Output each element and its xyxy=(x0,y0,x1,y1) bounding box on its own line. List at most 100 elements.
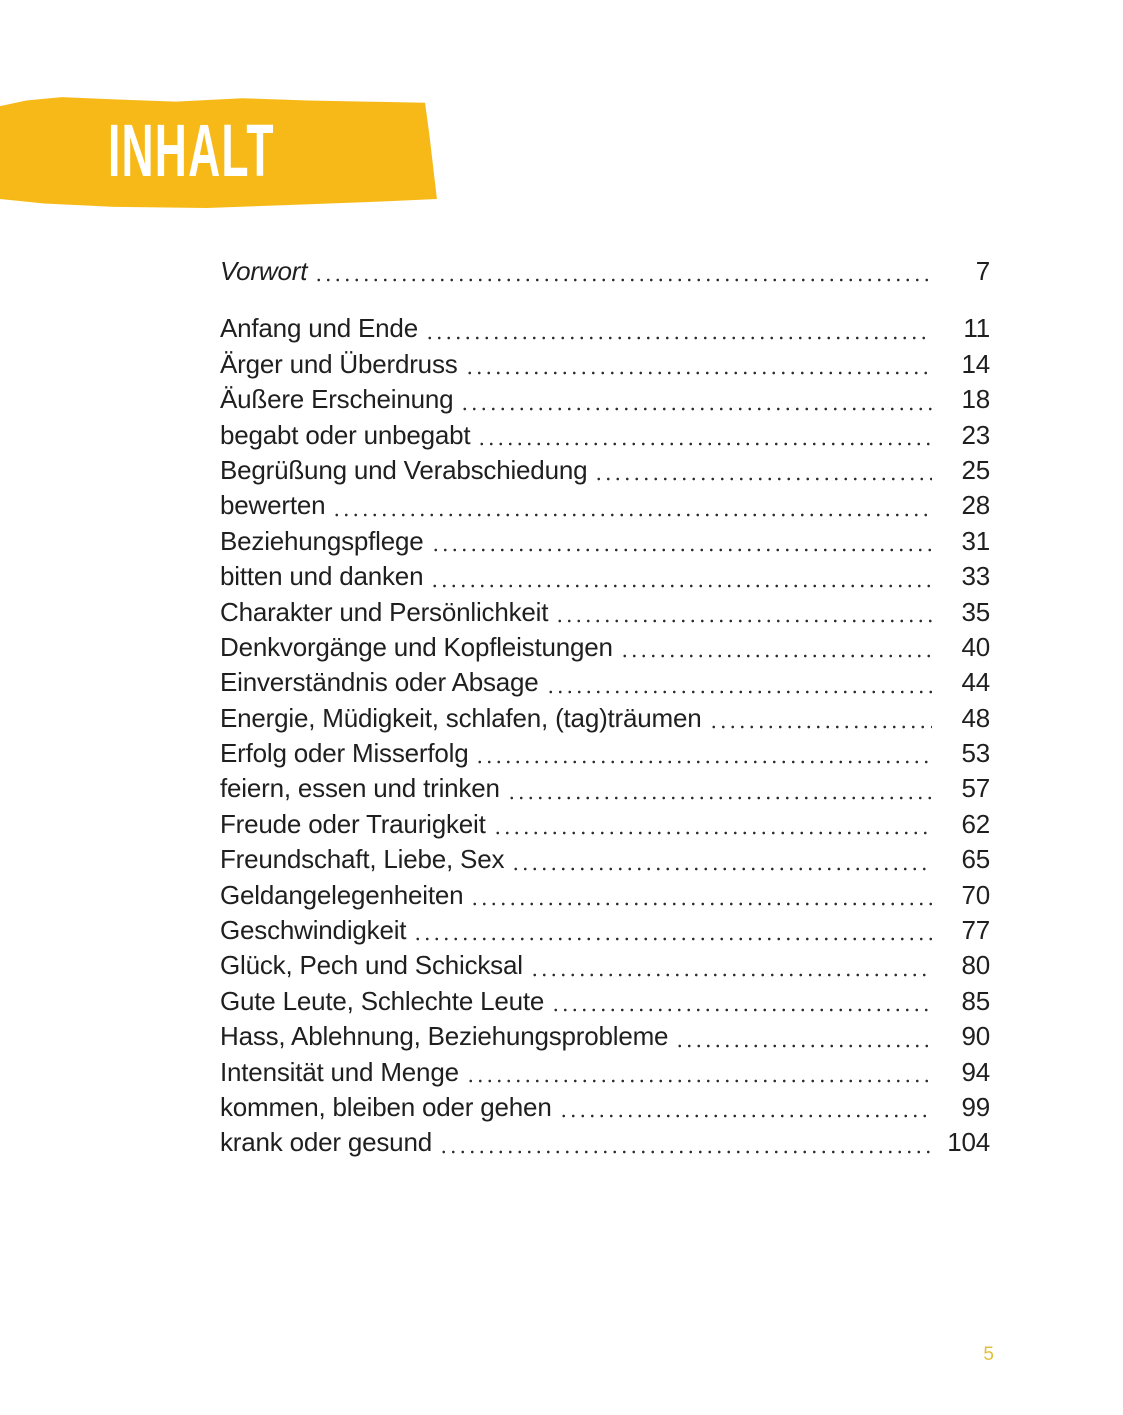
toc-entry-label: begabt oder unbegabt xyxy=(220,419,471,450)
toc-entry-page: 33 xyxy=(961,561,990,592)
toc-entry-label: Freundschaft, Liebe, Sex xyxy=(220,844,505,875)
toc-row: begabt oder unbegabt 23 xyxy=(220,417,990,453)
toc-entry-page: 40 xyxy=(961,631,990,662)
toc-entry-page: 18 xyxy=(961,384,990,415)
toc-entry-label: Freude oder Traurigkeit xyxy=(220,808,486,839)
dot-leader xyxy=(619,629,932,666)
toc-entry-page: 104 xyxy=(947,1127,990,1158)
dot-leader xyxy=(470,877,932,914)
toc-entry-label: Hass, Ablehnung, Beziehungsprobleme xyxy=(220,1021,669,1052)
toc-entry-label: krank oder gesund xyxy=(220,1127,432,1158)
toc-row: Begrüßung und Verabschiedung 25 xyxy=(220,452,990,489)
dot-leader xyxy=(430,559,932,595)
toc-row: Anfang und Ende 11 xyxy=(220,311,990,347)
dot-leader xyxy=(332,488,932,524)
toc-entry-label: Erfolg oder Misserfolg xyxy=(220,738,469,769)
toc-entry-page: 80 xyxy=(961,950,990,981)
dot-leader xyxy=(708,700,932,737)
toc-entry-page: 44 xyxy=(961,667,990,698)
toc-entry-page: 31 xyxy=(961,525,990,556)
toc-entry-label: Anfang und Ende xyxy=(220,313,418,344)
toc-row: Äußere Erscheinung 18 xyxy=(220,382,990,418)
toc-entry-page: 90 xyxy=(961,1021,990,1052)
toc-row: feiern, essen und trinken 57 xyxy=(220,771,990,807)
dot-leader xyxy=(506,771,932,807)
toc-row: Energie, Müdigkeit, schlafen, (tag)träum… xyxy=(220,700,990,737)
dot-leader xyxy=(511,842,932,878)
toc-entry-label: Ärger und Überdruss xyxy=(220,348,458,379)
toc-entry-page: 62 xyxy=(961,808,990,839)
page-title: INHALT xyxy=(108,109,275,192)
dot-leader xyxy=(438,1125,932,1161)
toc-entry-label: kommen, bleiben oder gehen xyxy=(220,1091,552,1122)
dot-leader xyxy=(555,594,932,630)
dot-leader xyxy=(558,1089,932,1126)
toc-row: Ärger und Überdruss 14 xyxy=(220,346,990,383)
toc-entry-page: 53 xyxy=(961,738,990,769)
dot-leader xyxy=(413,913,932,949)
dot-leader xyxy=(464,346,932,383)
toc-entry-label: bewerten xyxy=(220,490,326,521)
dot-leader xyxy=(424,311,932,347)
toc-entry-page: 14 xyxy=(961,348,990,379)
toc-entry-page: 28 xyxy=(961,490,990,521)
toc-row: bitten und danken 33 xyxy=(220,559,990,595)
dot-leader xyxy=(492,806,932,843)
toc-entry-page: 99 xyxy=(961,1091,990,1122)
dot-leader xyxy=(675,1019,932,1055)
toc-entry-label: Vorwort xyxy=(220,256,308,286)
toc-row: Geldangelegenheiten 70 xyxy=(220,877,990,914)
toc-entry-label: Beziehungspflege xyxy=(220,525,424,556)
toc-row: Freude oder Traurigkeit 62 xyxy=(220,806,990,843)
toc-entry-label: feiern, essen und trinken xyxy=(220,773,500,804)
toc-entry-label: Charakter und Persönlichkeit xyxy=(220,596,549,627)
dot-leader xyxy=(477,417,932,453)
toc-row: krank oder gesund 104 xyxy=(220,1125,990,1161)
dot-leader xyxy=(314,254,932,290)
dot-leader xyxy=(594,452,932,489)
dot-leader xyxy=(460,382,932,418)
toc-row: Denkvorgänge und Kopfleistungen 40 xyxy=(220,629,990,666)
toc-entry-label: Energie, Müdigkeit, schlafen, (tag)träum… xyxy=(220,702,702,733)
toc-row: Einverständnis oder Absage 44 xyxy=(220,665,990,701)
toc-entry-page: 35 xyxy=(961,596,990,627)
toc-entry-page: 57 xyxy=(961,773,990,804)
toc-entry-page: 70 xyxy=(961,879,990,910)
toc-entry-label: Denkvorgänge und Kopfleistungen xyxy=(220,631,613,662)
dot-leader xyxy=(475,736,932,772)
toc-entry-label: Geldangelegenheiten xyxy=(220,879,464,910)
toc-entry-page: 7 xyxy=(975,256,990,286)
folio-page-number: 5 xyxy=(983,1344,994,1365)
toc-entry-page: 85 xyxy=(961,985,990,1016)
toc-row: Gute Leute, Schlechte Leute 85 xyxy=(220,983,990,1020)
toc-entry-page: 25 xyxy=(961,454,990,485)
dot-leader xyxy=(545,665,932,701)
toc-entry-page: 77 xyxy=(961,915,990,946)
dot-leader xyxy=(551,983,932,1020)
toc-entry-label: Äußere Erscheinung xyxy=(220,384,454,415)
toc-row: Charakter und Persönlichkeit 35 xyxy=(220,594,990,630)
toc-row: Geschwindigkeit 77 xyxy=(220,913,990,949)
toc-entry-page: 23 xyxy=(961,419,990,450)
toc-entry-page: 65 xyxy=(961,844,990,875)
dot-leader xyxy=(529,948,932,984)
toc-entry-label: Einverständnis oder Absage xyxy=(220,667,539,698)
toc-entry-page: 48 xyxy=(961,702,990,733)
toc-row: kommen, bleiben oder gehen 99 xyxy=(220,1089,990,1126)
toc-row: Erfolg oder Misserfolg 53 xyxy=(220,736,990,772)
table-of-contents: Vorwort 7 Anfang und Ende 11 Ärger und Überd… xyxy=(220,254,990,1161)
toc-entry-label: Begrüßung und Verabschiedung xyxy=(220,454,588,485)
toc-row: bewerten 28 xyxy=(220,488,990,524)
toc-entry-label: Gute Leute, Schlechte Leute xyxy=(220,985,545,1016)
toc-entry-label: Geschwindigkeit xyxy=(220,915,407,946)
toc-row: Hass, Ablehnung, Beziehungsprobleme 90 xyxy=(220,1019,990,1055)
toc-entry-label: Intensität und Menge xyxy=(220,1056,459,1087)
toc-row: Freundschaft, Liebe, Sex 65 xyxy=(220,842,990,878)
chapter-banner: INHALT xyxy=(0,97,437,208)
toc-entry-label: bitten und danken xyxy=(220,561,424,592)
toc-entry-page: 94 xyxy=(961,1056,990,1087)
toc-row: Intensität und Menge 94 xyxy=(220,1054,990,1090)
toc-entry-page: 11 xyxy=(963,313,990,344)
dot-leader xyxy=(465,1054,932,1090)
